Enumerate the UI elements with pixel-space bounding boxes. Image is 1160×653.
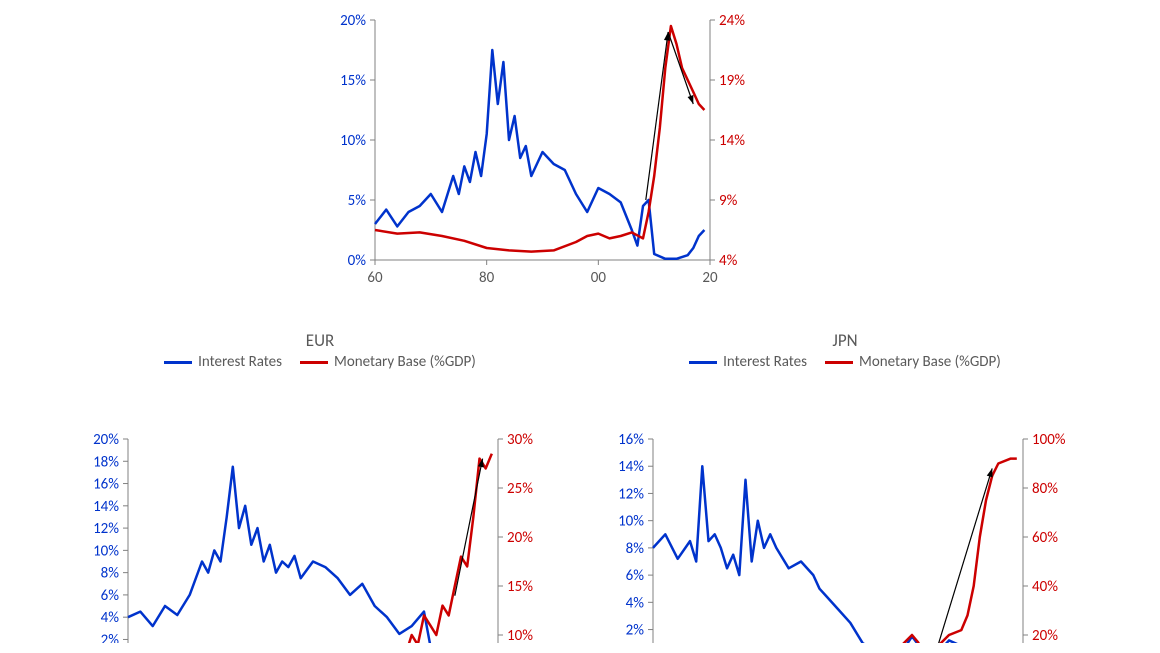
legend-swatch [300,361,328,364]
legend-item: Interest Rates [689,353,807,371]
svg-text:14%: 14% [93,498,119,516]
chart-eur: EURInterest RatesMonetary Base (%GDP)-2%… [70,330,570,643]
svg-text:4%: 4% [719,252,738,270]
svg-text:10%: 10% [93,542,119,560]
svg-text:14%: 14% [719,132,745,150]
svg-text:15%: 15% [507,578,533,596]
svg-text:14%: 14% [618,458,644,476]
svg-text:10%: 10% [507,627,533,643]
svg-text:4%: 4% [101,609,120,627]
svg-text:8%: 8% [626,540,645,558]
svg-text:20%: 20% [507,529,533,547]
svg-text:18%: 18% [93,453,119,471]
svg-text:5%: 5% [348,192,367,210]
svg-text:19%: 19% [719,72,745,90]
svg-text:100%: 100% [1032,431,1066,449]
legend-label: Interest Rates [198,353,282,371]
legend-item: Interest Rates [164,353,282,371]
svg-text:00: 00 [591,269,607,287]
legend: Interest Rates Monetary Base (%GDP) [595,353,1095,371]
svg-text:20%: 20% [340,12,366,30]
svg-text:16%: 16% [618,431,644,449]
svg-text:20%: 20% [93,431,119,449]
chart-title: JPN [595,330,1095,351]
svg-text:10%: 10% [340,132,366,150]
legend-label: Monetary Base (%GDP) [334,353,476,371]
chart-plot: 0% 5% 10% 15% 20% 4% 9% 14% 19% 24% 60 80 00 20 [320,0,780,300]
svg-text:20%: 20% [1032,627,1058,643]
svg-text:4%: 4% [626,594,645,612]
chart-top: 0% 5% 10% 15% 20% 4% 9% 14% 19% 24% 60 80 00 20 [320,0,780,300]
svg-text:60%: 60% [1032,529,1058,547]
svg-text:20: 20 [702,269,718,287]
legend-item: Monetary Base (%GDP) [825,353,1001,371]
svg-text:10%: 10% [618,513,644,531]
legend-label: Monetary Base (%GDP) [859,353,1001,371]
svg-text:2%: 2% [626,622,645,640]
chart-title: EUR [70,330,570,351]
svg-text:25%: 25% [507,480,533,498]
svg-text:12%: 12% [93,520,119,538]
svg-text:6%: 6% [101,587,120,605]
svg-text:80: 80 [479,269,495,287]
legend-label: Interest Rates [723,353,807,371]
svg-text:0%: 0% [348,252,367,270]
svg-text:80%: 80% [1032,480,1058,498]
svg-text:12%: 12% [618,485,644,503]
chart-plot: -2%0%2%4%6%8%10%12%14%16%0%20%40%60%80%1… [595,371,1095,643]
chart-plot: -2%0%2%4%6%8%10%12%14%16%18%20%5%10%15%2… [70,371,570,643]
svg-text:6%: 6% [626,567,645,585]
legend-item: Monetary Base (%GDP) [300,353,476,371]
svg-text:60: 60 [367,269,383,287]
legend: Interest Rates Monetary Base (%GDP) [70,353,570,371]
legend-swatch [825,361,853,364]
legend-swatch [164,361,192,364]
svg-text:15%: 15% [340,72,366,90]
legend-swatch [689,361,717,364]
svg-text:9%: 9% [719,192,738,210]
svg-text:24%: 24% [719,12,745,30]
svg-text:30%: 30% [507,431,533,449]
chart-jpn: JPNInterest RatesMonetary Base (%GDP)-2%… [595,330,1095,643]
svg-text:8%: 8% [101,565,120,583]
svg-text:16%: 16% [93,476,119,494]
svg-text:2%: 2% [101,631,120,643]
svg-text:40%: 40% [1032,578,1058,596]
